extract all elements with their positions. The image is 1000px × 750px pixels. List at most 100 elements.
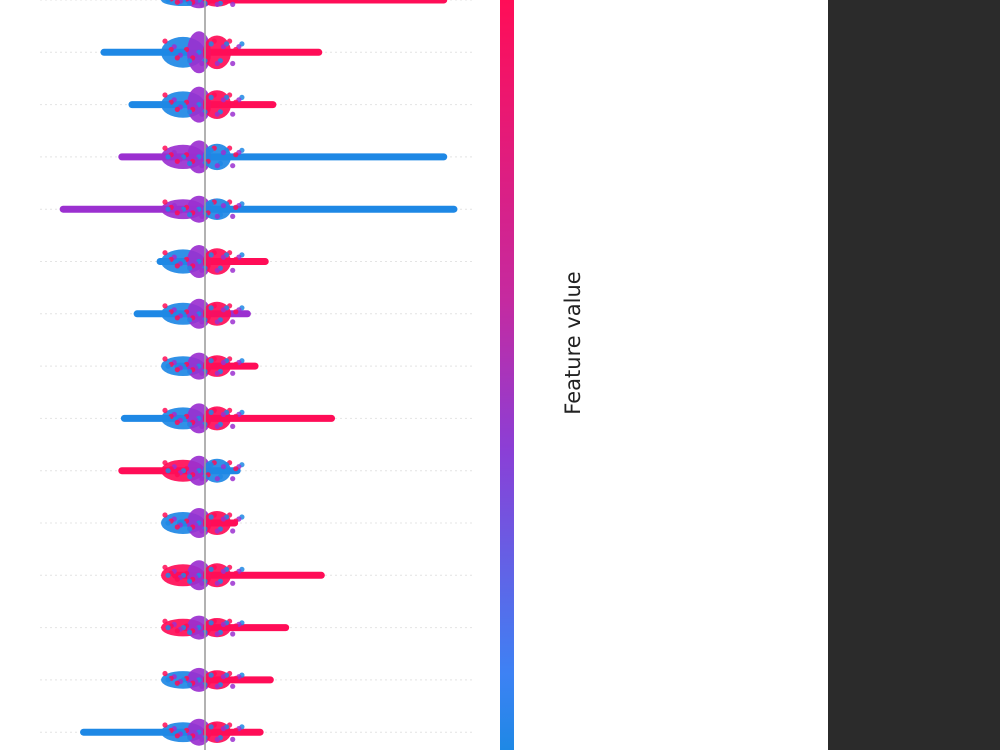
data-point xyxy=(208,514,214,520)
data-point xyxy=(208,252,214,258)
data-point xyxy=(230,580,236,586)
feature-row xyxy=(161,615,290,640)
data-point xyxy=(162,722,168,728)
data-point xyxy=(230,319,236,325)
feature-row xyxy=(118,455,245,486)
feature-row xyxy=(118,140,448,174)
data-point xyxy=(208,201,214,207)
data-point xyxy=(162,407,168,413)
data-point xyxy=(220,359,227,366)
data-point xyxy=(208,672,214,678)
data-point xyxy=(165,311,171,317)
data-point xyxy=(199,370,205,376)
data-point xyxy=(187,578,193,584)
data-point xyxy=(162,356,168,362)
data-point xyxy=(208,462,214,468)
data-point xyxy=(233,204,239,210)
data-point xyxy=(214,163,220,169)
beeswarm-plot xyxy=(40,0,475,750)
data-point xyxy=(233,309,239,315)
data-point xyxy=(214,60,220,67)
data-point xyxy=(233,152,239,158)
feature-row xyxy=(161,508,245,538)
data-point xyxy=(214,528,220,534)
data-point xyxy=(187,421,193,427)
data-point xyxy=(162,38,168,44)
colorbar-label: Feature value xyxy=(561,271,585,415)
data-point xyxy=(208,358,214,364)
data-point xyxy=(220,726,227,732)
data-point xyxy=(199,423,205,429)
data-point xyxy=(162,250,168,256)
data-point xyxy=(199,163,205,169)
data-point xyxy=(174,733,180,739)
data-point xyxy=(199,631,205,637)
data-point xyxy=(230,631,236,637)
data-point xyxy=(187,317,193,323)
data-point xyxy=(230,423,236,429)
data-point xyxy=(162,564,168,570)
data-point xyxy=(165,102,171,108)
data-point xyxy=(162,618,168,624)
data-point xyxy=(230,111,236,117)
data-point xyxy=(174,419,180,425)
data-point xyxy=(165,520,171,526)
data-point xyxy=(174,0,180,5)
data-point xyxy=(220,568,227,574)
data-point xyxy=(233,466,239,472)
data-point xyxy=(220,464,227,470)
data-point xyxy=(233,46,239,53)
feature-row xyxy=(120,403,336,434)
data-point xyxy=(214,1,220,7)
data-point xyxy=(162,670,168,677)
data-point xyxy=(199,736,205,743)
data-point xyxy=(220,97,227,103)
data-point xyxy=(208,566,214,572)
dark-side-panel xyxy=(828,0,1000,750)
data-point xyxy=(230,736,236,743)
data-point xyxy=(165,258,171,265)
data-point xyxy=(165,572,171,578)
feature-row xyxy=(161,560,325,591)
data-point xyxy=(230,1,236,7)
data-point xyxy=(165,49,171,55)
data-point xyxy=(230,528,236,534)
data-point xyxy=(214,476,220,482)
data-point xyxy=(187,735,193,741)
data-point xyxy=(165,154,171,160)
feature-rows xyxy=(59,0,458,746)
feature-row xyxy=(156,245,269,278)
data-point xyxy=(233,675,239,681)
data-point xyxy=(208,620,214,626)
data-point xyxy=(187,212,193,218)
data-point xyxy=(208,94,214,100)
data-point xyxy=(220,203,227,209)
data-point xyxy=(220,516,227,522)
data-point xyxy=(174,106,180,112)
data-point xyxy=(174,367,180,373)
data-point xyxy=(162,92,168,98)
data-point xyxy=(162,460,168,466)
right-tail xyxy=(205,153,448,161)
data-point xyxy=(230,267,236,273)
data-point xyxy=(165,677,171,683)
colorbar xyxy=(500,0,514,750)
feature-row xyxy=(128,86,277,123)
data-point xyxy=(199,111,205,117)
data-point xyxy=(208,409,214,415)
data-point xyxy=(214,683,220,689)
data-point xyxy=(199,476,205,482)
data-point xyxy=(220,307,227,313)
feature-row xyxy=(161,0,448,9)
data-point xyxy=(214,580,220,586)
data-point xyxy=(214,370,220,376)
data-point xyxy=(214,267,220,273)
right-tail xyxy=(205,205,458,213)
data-point xyxy=(165,206,171,212)
data-point xyxy=(233,518,239,524)
data-point xyxy=(230,370,236,376)
data-point xyxy=(214,213,220,219)
data-point xyxy=(165,729,171,735)
data-point xyxy=(165,415,171,421)
data-point xyxy=(174,210,180,216)
